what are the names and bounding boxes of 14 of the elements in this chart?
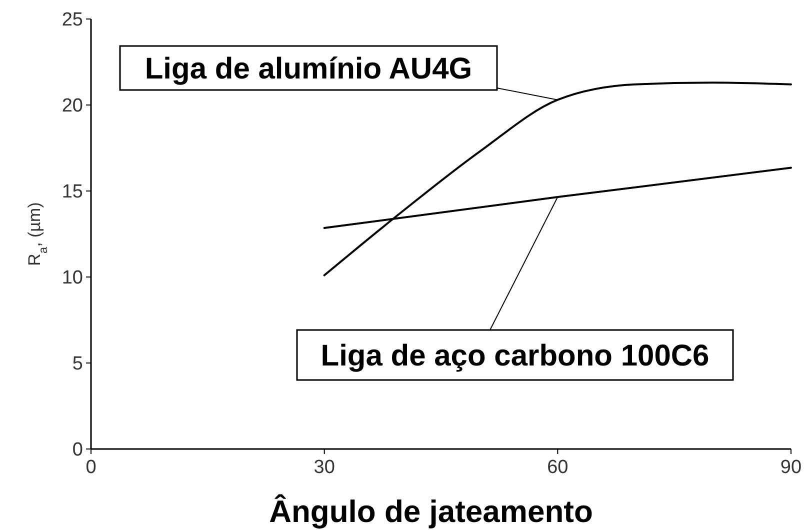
x-tick-label: 0 (86, 457, 96, 478)
x-tick-label: 90 (780, 457, 802, 478)
y-tick-label: 25 (62, 10, 83, 31)
annotation: Liga de aço carbono 100C6 (320, 340, 710, 372)
y-tick-label: 5 (72, 354, 83, 375)
x-tick-label: 60 (547, 457, 568, 478)
x-axis-title: Ângulo de jateamento (269, 494, 593, 529)
line-series (323, 82, 792, 276)
annotation: Liga de alumínio AU4G (144, 52, 472, 86)
y-tick-label: 10 (62, 268, 83, 289)
y-tick-label: 20 (62, 96, 83, 117)
y-tick-label: 15 (62, 182, 83, 203)
x-tick-label: 30 (314, 457, 335, 478)
y-tick-label: 0 (72, 440, 83, 461)
